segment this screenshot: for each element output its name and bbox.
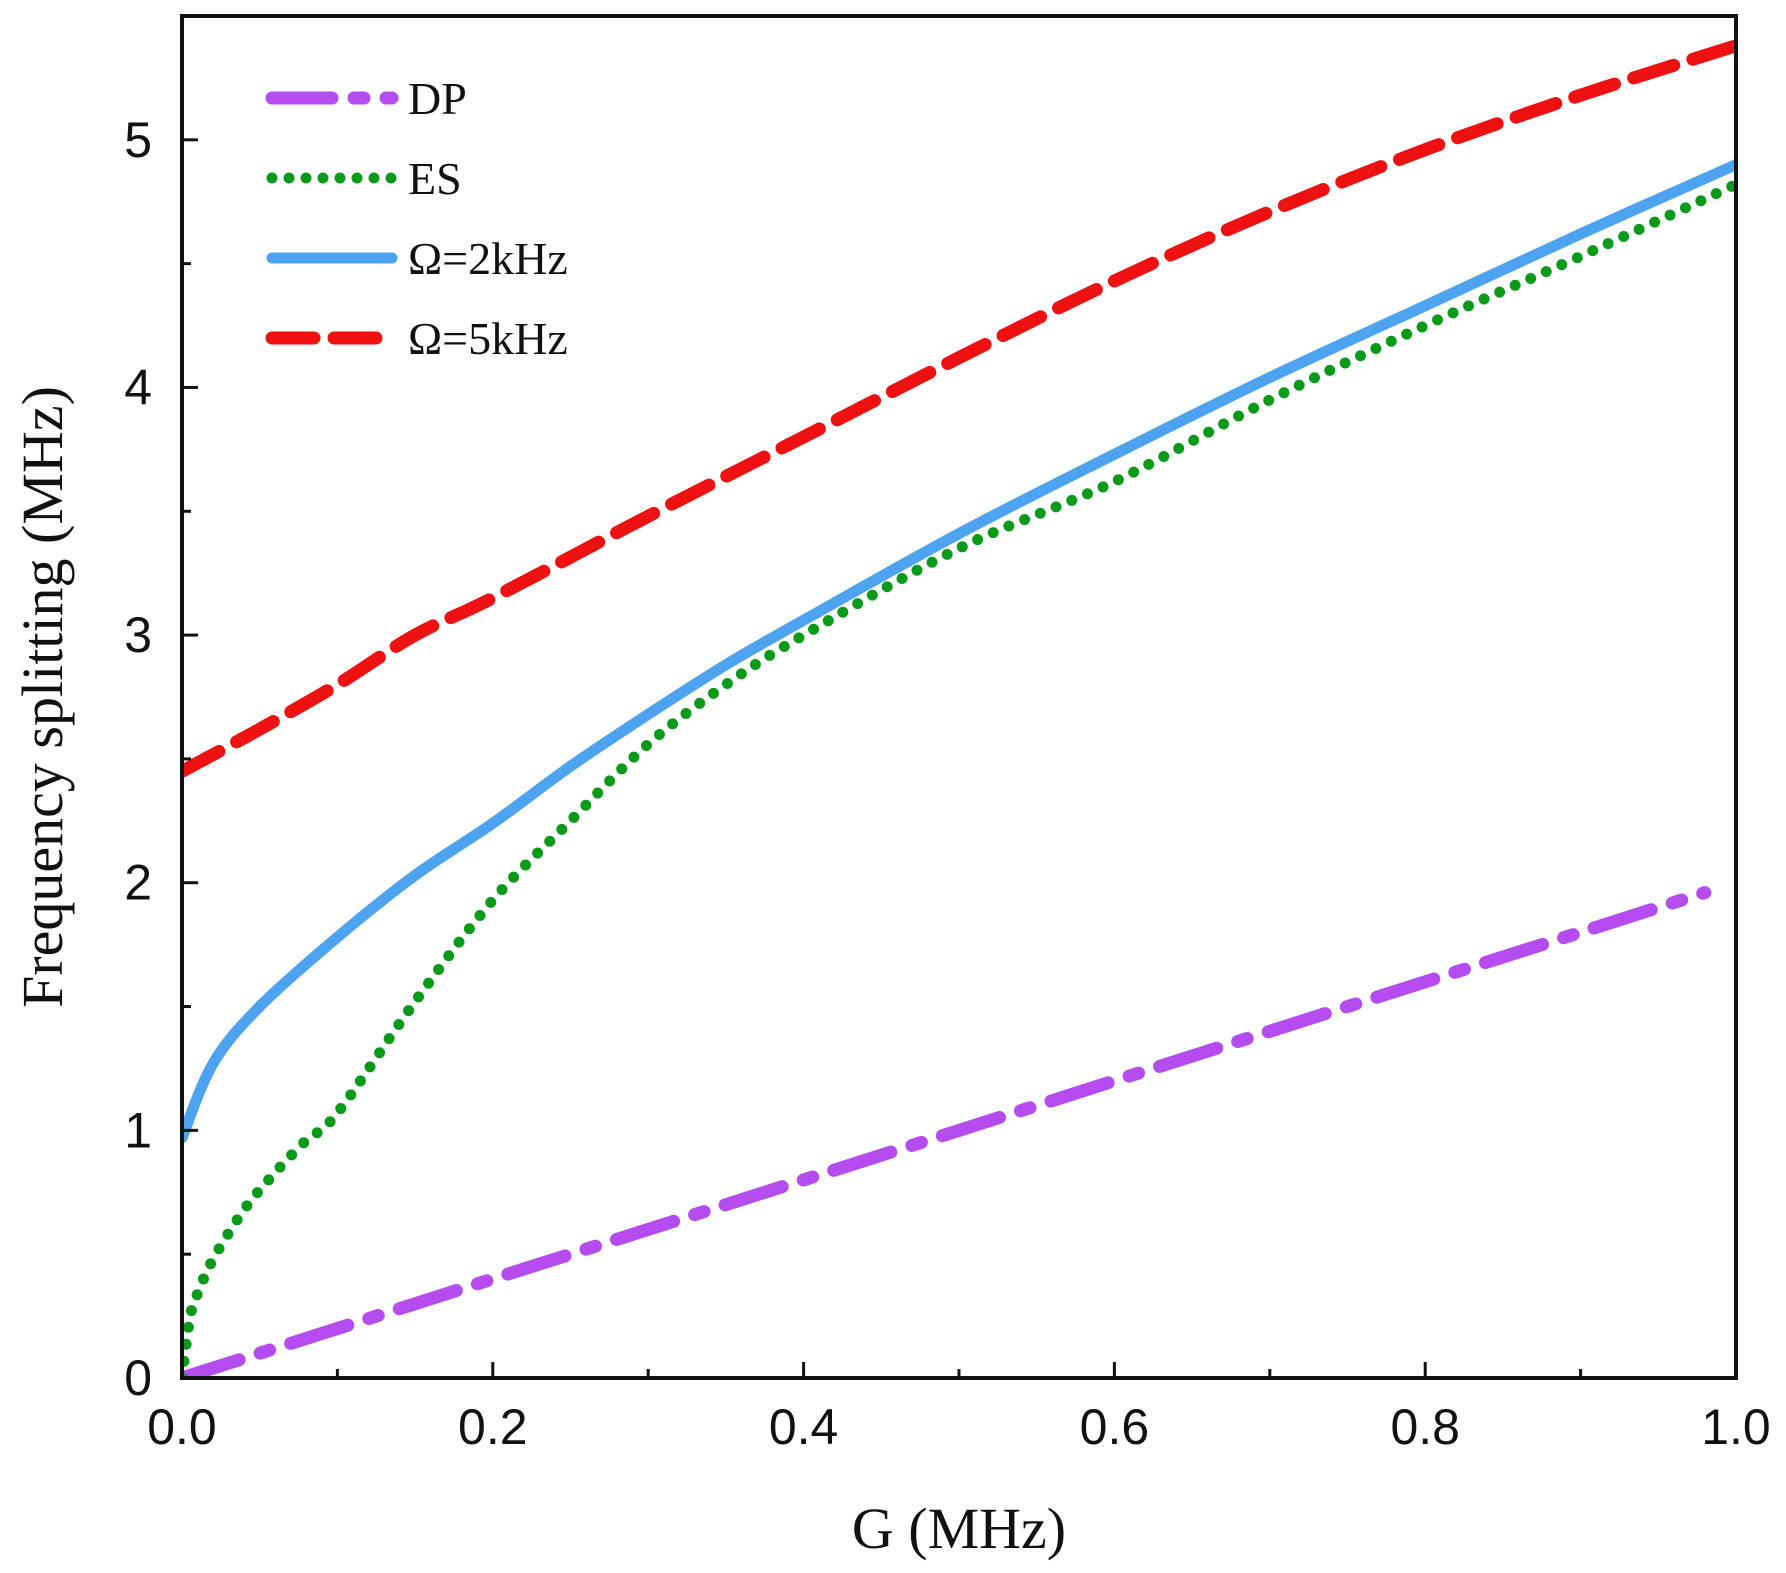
series-line-3 [182, 159, 1736, 1144]
legend-label: Ω=5kHz [408, 313, 568, 364]
x-tick-label: 0.8 [1390, 1399, 1460, 1455]
series-line-1 [182, 886, 1712, 1378]
x-axis-title: G (MHz) [852, 1496, 1066, 1561]
legend-label: Ω=2kHz [408, 233, 568, 284]
legend: DP ES Ω=2kHz Ω=5kHz [265, 73, 568, 364]
y-axis-title: Frequency splitting (MHz) [10, 386, 75, 1008]
tick-labels-layer: 0.0 0.2 0.4 0.6 0.8 1.0 0 1 2 3 4 5 [124, 112, 1771, 1455]
x-tick-label: 0.4 [769, 1399, 839, 1455]
series-line-4 [182, 39, 1736, 778]
ticks-layer [180, 138, 1738, 1380]
y-tick-label: 0 [124, 1350, 152, 1406]
legend-item: Ω=5kHz [265, 313, 568, 364]
x-tick-label: 0.6 [1080, 1399, 1150, 1455]
y-tick-label: 5 [124, 112, 152, 168]
y-tick-label: 4 [124, 359, 152, 415]
y-tick-label: 3 [124, 607, 152, 663]
y-tick-label: 1 [124, 1102, 152, 1158]
x-tick-label: 0.0 [147, 1399, 217, 1455]
legend-label: ES [408, 153, 462, 204]
series-line-2 [182, 178, 1736, 1378]
legend-item: ES [266, 153, 462, 204]
legend-item: DP [265, 73, 467, 124]
x-tick-label: 0.2 [458, 1399, 528, 1455]
legend-label: DP [408, 73, 467, 124]
y-tick-label: 2 [124, 855, 152, 911]
legend-item: Ω=2kHz [266, 233, 568, 284]
series-layer [182, 39, 1736, 1378]
plot-frame [180, 14, 1738, 1380]
x-tick-label: 1.0 [1701, 1399, 1771, 1455]
